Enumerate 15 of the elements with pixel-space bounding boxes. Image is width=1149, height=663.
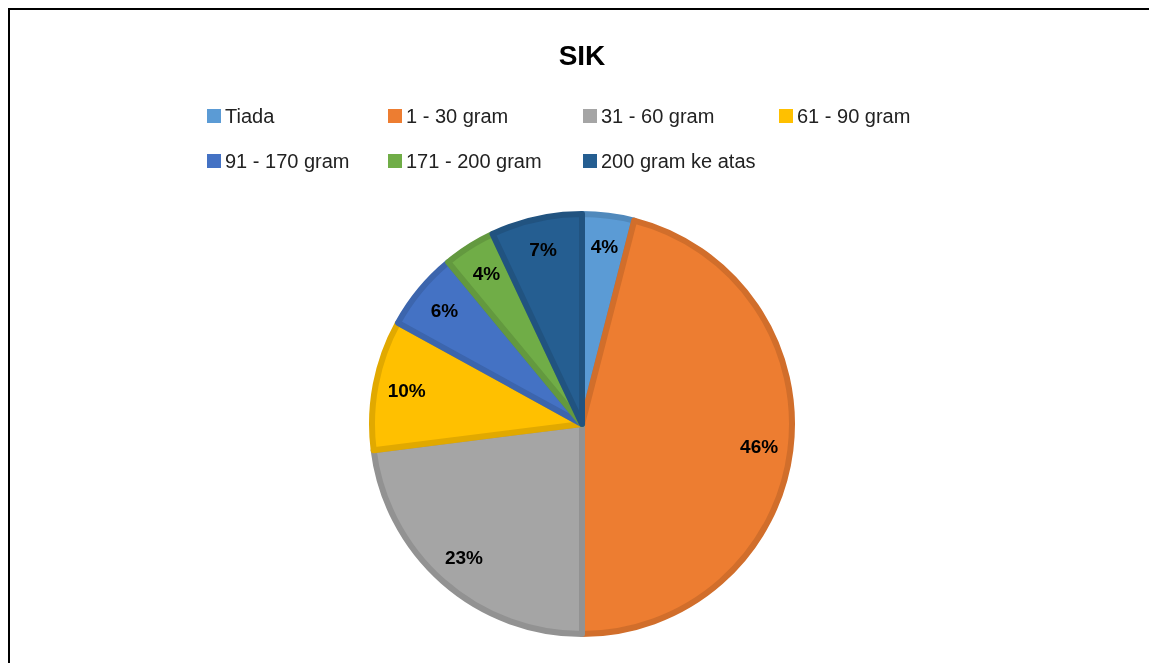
legend-label: 1 - 30 gram (406, 105, 509, 127)
data-label: 6% (430, 299, 459, 321)
data-label: 46% (740, 435, 779, 457)
legend-label: 31 - 60 gram (601, 105, 715, 127)
legend-label: 91 - 170 gram (225, 150, 350, 172)
data-label: 4% (590, 236, 619, 258)
legend-label: Tiada (225, 105, 276, 127)
data-label: 7% (529, 239, 557, 261)
chart-title: SIK (558, 39, 606, 71)
data-label: 4% (472, 262, 501, 284)
legend-label: 61 - 90 gram (797, 105, 911, 127)
data-label: 10% (387, 380, 426, 402)
legend-label: 200 gram ke atas (601, 150, 756, 172)
data-label: 23% (444, 547, 484, 569)
legend-label: 171 - 200 gram (406, 150, 542, 172)
